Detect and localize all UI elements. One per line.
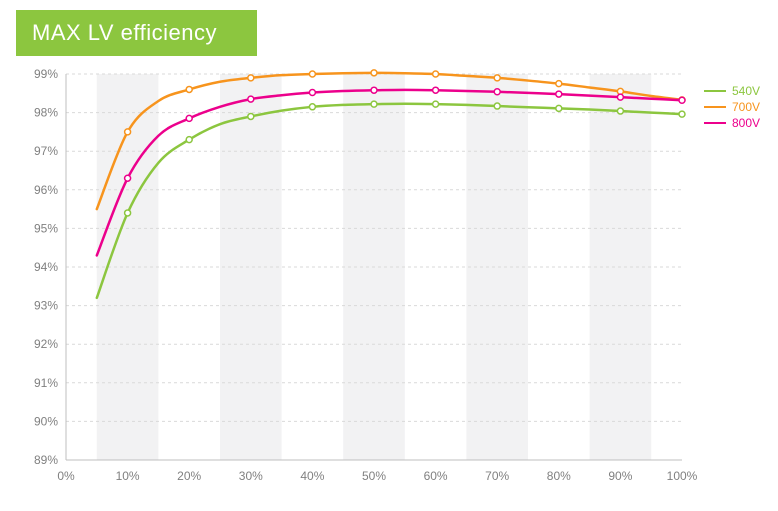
series-marker	[679, 97, 685, 103]
x-tick-label: 30%	[239, 469, 263, 483]
x-tick-label: 50%	[362, 469, 386, 483]
series-marker	[556, 105, 562, 111]
y-tick-label: 89%	[34, 453, 58, 467]
legend-swatch	[704, 106, 726, 108]
series-marker	[433, 71, 439, 77]
series-marker	[186, 115, 192, 121]
series-marker	[248, 96, 254, 102]
x-tick-label: 20%	[177, 469, 201, 483]
chart-legend: 540V 700V 800V	[704, 84, 760, 132]
legend-label: 800V	[732, 116, 760, 130]
legend-item: 800V	[704, 116, 760, 130]
series-marker	[556, 91, 562, 97]
y-tick-label: 94%	[34, 260, 58, 274]
legend-item: 540V	[704, 84, 760, 98]
series-marker	[125, 210, 131, 216]
y-tick-label: 92%	[34, 337, 58, 351]
chart-title-badge: MAX LV efficiency	[16, 10, 257, 56]
series-marker	[617, 94, 623, 100]
y-tick-label: 96%	[34, 183, 58, 197]
series-marker	[433, 101, 439, 107]
series-marker	[433, 87, 439, 93]
x-tick-label: 80%	[547, 469, 571, 483]
x-tick-label: 60%	[424, 469, 448, 483]
y-tick-label: 99%	[34, 67, 58, 81]
x-tick-label: 90%	[608, 469, 632, 483]
series-marker	[371, 70, 377, 76]
series-marker	[248, 75, 254, 81]
series-marker	[617, 108, 623, 114]
series-marker	[371, 101, 377, 107]
series-marker	[371, 87, 377, 93]
x-tick-label: 10%	[116, 469, 140, 483]
y-tick-label: 90%	[34, 414, 58, 428]
series-marker	[309, 71, 315, 77]
efficiency-chart: 89% 90% 91% 92% 93% 94% 95% 96% 97% 98% 99% 0% 10% 20…	[16, 66, 762, 498]
series-marker	[186, 86, 192, 92]
legend-swatch	[704, 90, 726, 92]
y-tick-label: 98%	[34, 106, 58, 120]
legend-swatch	[704, 122, 726, 124]
chart-title: MAX LV efficiency	[32, 20, 217, 45]
x-tick-label: 0%	[57, 469, 75, 483]
legend-label: 700V	[732, 100, 760, 114]
series-marker	[679, 111, 685, 117]
series-marker	[494, 75, 500, 81]
legend-label: 540V	[732, 84, 760, 98]
chart-svg: 89% 90% 91% 92% 93% 94% 95% 96% 97% 98% 99% 0% 10% 20…	[16, 66, 762, 498]
series-marker	[309, 104, 315, 110]
y-tick-label: 97%	[34, 144, 58, 158]
legend-item: 700V	[704, 100, 760, 114]
y-tick-label: 95%	[34, 221, 58, 235]
x-tick-label: 40%	[300, 469, 324, 483]
series-marker	[494, 103, 500, 109]
series-marker	[248, 113, 254, 119]
y-tick-label: 91%	[34, 376, 58, 390]
series-marker	[494, 89, 500, 95]
series-marker	[125, 175, 131, 181]
x-tick-label: 70%	[485, 469, 509, 483]
series-marker	[186, 137, 192, 143]
x-tick-label: 100%	[667, 469, 698, 483]
y-tick-label: 93%	[34, 299, 58, 313]
series-marker	[125, 129, 131, 135]
series-marker	[556, 81, 562, 87]
series-marker	[309, 90, 315, 96]
